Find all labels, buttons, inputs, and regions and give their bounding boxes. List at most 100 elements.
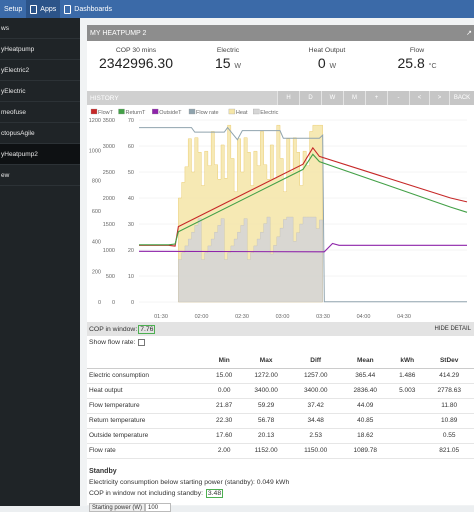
table-cell: 2836.40 xyxy=(340,383,391,399)
y-tick-label: 3000 xyxy=(103,144,115,150)
column-header: StDev xyxy=(424,353,474,369)
sidebar-item[interactable]: yHeatpump xyxy=(0,39,80,60)
month-button[interactable]: M xyxy=(343,91,365,105)
legend-swatch xyxy=(152,108,159,115)
table-cell: 1257.00 xyxy=(290,368,341,384)
expand-icon[interactable]: ↗ xyxy=(466,30,472,37)
day-button[interactable]: D xyxy=(299,91,321,105)
button-label: H xyxy=(286,95,291,101)
x-tick-label: 03:00 xyxy=(276,314,290,320)
table-cell: 11.80 xyxy=(424,398,474,414)
sidebar-item[interactable]: yElectric xyxy=(0,81,80,102)
legend-label: OutsideT xyxy=(159,110,182,116)
table-cell: 3400.00 xyxy=(290,383,341,399)
sidebar-item[interactable]: ws xyxy=(0,18,80,39)
table-cell: 2.53 xyxy=(290,428,341,444)
back-button[interactable]: BACK xyxy=(449,91,474,105)
x-tick-label: 02:30 xyxy=(235,314,249,320)
cop-window-value: 7.76 xyxy=(138,324,156,334)
standby-cop-value: 3.48 xyxy=(205,489,224,498)
table-cell: 2778.63 xyxy=(424,383,474,399)
pan-right-button[interactable]: > xyxy=(429,91,449,105)
legend-swatch xyxy=(228,108,236,115)
history-chart[interactable]: FlowT ReturnT OutsideT Flow rate Heat Electri… xyxy=(87,106,474,321)
sidebar-item-label: ctopusAgile xyxy=(1,129,35,137)
pan-left-button[interactable]: < xyxy=(409,91,429,105)
column-header xyxy=(87,353,207,369)
y-tick-label: 0 xyxy=(98,300,101,306)
column-header: Min xyxy=(207,353,242,369)
table-cell: 44.09 xyxy=(340,398,391,414)
heatpump-panel: MY HEATPUMP 2 ↗ COP 30 mins 2342996.30 E… xyxy=(87,25,474,512)
hide-detail-button[interactable]: HIDE DETAIL xyxy=(434,326,471,332)
button-label: < xyxy=(417,95,422,101)
stat-unit: W xyxy=(234,63,242,70)
y-tick-label: 10 xyxy=(128,274,134,280)
x-tick-label: 03:30 xyxy=(316,314,330,320)
y-tick-label: 30 xyxy=(128,222,134,228)
legend-label: Heat xyxy=(236,110,248,116)
apps-menu[interactable]: Apps xyxy=(26,0,61,18)
button-label: + xyxy=(374,95,379,101)
table-row: Heat output 0.00 3400.00 3400.00 2836.40 5.00… xyxy=(87,383,474,399)
y-tick-label: 0 xyxy=(112,300,115,306)
week-button[interactable]: W xyxy=(321,91,343,105)
sidebar-item[interactable]: meofuse xyxy=(0,102,80,123)
table-cell: 5.003 xyxy=(390,383,425,399)
hour-button[interactable]: H xyxy=(277,91,299,105)
table-cell: 821.05 xyxy=(424,443,474,459)
table-cell: 0.00 xyxy=(207,383,242,399)
electric-series xyxy=(178,216,323,303)
sidebar-item[interactable]: ew xyxy=(0,165,80,186)
y-tick-label: 400 xyxy=(92,239,101,245)
starting-power-input[interactable]: 100 xyxy=(145,503,172,512)
y-tick-label: 1000 xyxy=(103,248,115,254)
dashboards-icon xyxy=(64,4,72,14)
return-temp-series xyxy=(139,153,468,246)
table-cell: 1150.00 xyxy=(290,443,341,459)
table-header-row: Min Max Diff Mean kWh StDev xyxy=(87,353,474,369)
table-cell xyxy=(390,413,425,429)
sidebar-item[interactable]: yElectric2 xyxy=(0,60,80,81)
x-tick-label: 02:00 xyxy=(195,314,209,320)
y-tick-label: 0 xyxy=(131,300,134,306)
history-bar: HISTORY H D W M + - < > BACK xyxy=(87,91,474,105)
table-cell: 15.00 xyxy=(207,368,242,384)
cop-window-label: COP in window: xyxy=(89,325,138,333)
table-row: Return temperature 22.30 56.78 34.48 40.85 10… xyxy=(87,413,474,429)
x-tick-label: 04:30 xyxy=(397,314,411,320)
table-cell: 1272.00 xyxy=(241,368,291,384)
column-header: kWh xyxy=(390,353,425,369)
sidebar-item-label: ws xyxy=(1,24,9,32)
sidebar-item[interactable]: ctopusAgile xyxy=(0,123,80,144)
history-title: HISTORY xyxy=(90,94,119,102)
table-cell: 10.89 xyxy=(424,413,474,429)
table-cell: 414.29 xyxy=(424,368,474,384)
dashboards-label: Dashboards xyxy=(74,5,113,13)
sidebar-item-label: ew xyxy=(1,171,10,179)
legend-label: Flow rate xyxy=(196,110,219,116)
sidebar-item-active[interactable]: yHeatpump2 xyxy=(0,144,80,165)
table-cell: 1.486 xyxy=(390,368,425,384)
standby-cop-label: COP in window not including standby: xyxy=(89,490,203,497)
table-cell: 2.00 xyxy=(207,443,242,459)
stats-table: Min Max Diff Mean kWh StDev Electric con… xyxy=(87,353,474,459)
row-label: Electric consumption xyxy=(87,368,207,384)
show-flow-rate-checkbox[interactable] xyxy=(138,339,146,346)
row-label: Outside temperature xyxy=(87,428,207,444)
button-label: W xyxy=(329,95,336,101)
panel-title: MY HEATPUMP 2 xyxy=(90,29,147,37)
zoom-out-button[interactable]: - xyxy=(387,91,409,105)
y-tick-label: 3500 xyxy=(103,118,115,124)
setup-menu[interactable]: Setup xyxy=(0,0,26,18)
y-tick-label: 2500 xyxy=(103,170,115,176)
stat-label: Flow xyxy=(409,47,425,54)
zoom-in-button[interactable]: + xyxy=(365,91,387,105)
dashboards-menu[interactable]: Dashboards xyxy=(60,0,116,18)
y-tick-label: 2000 xyxy=(103,196,115,202)
table-cell: 17.60 xyxy=(207,428,242,444)
x-tick-label: 04:00 xyxy=(357,314,371,320)
stat-flow: Flow 25.8 °C xyxy=(387,47,447,71)
main-area: MY HEATPUMP 2 ↗ COP 30 mins 2342996.30 E… xyxy=(80,18,474,512)
standby-title: Standby xyxy=(89,468,117,475)
